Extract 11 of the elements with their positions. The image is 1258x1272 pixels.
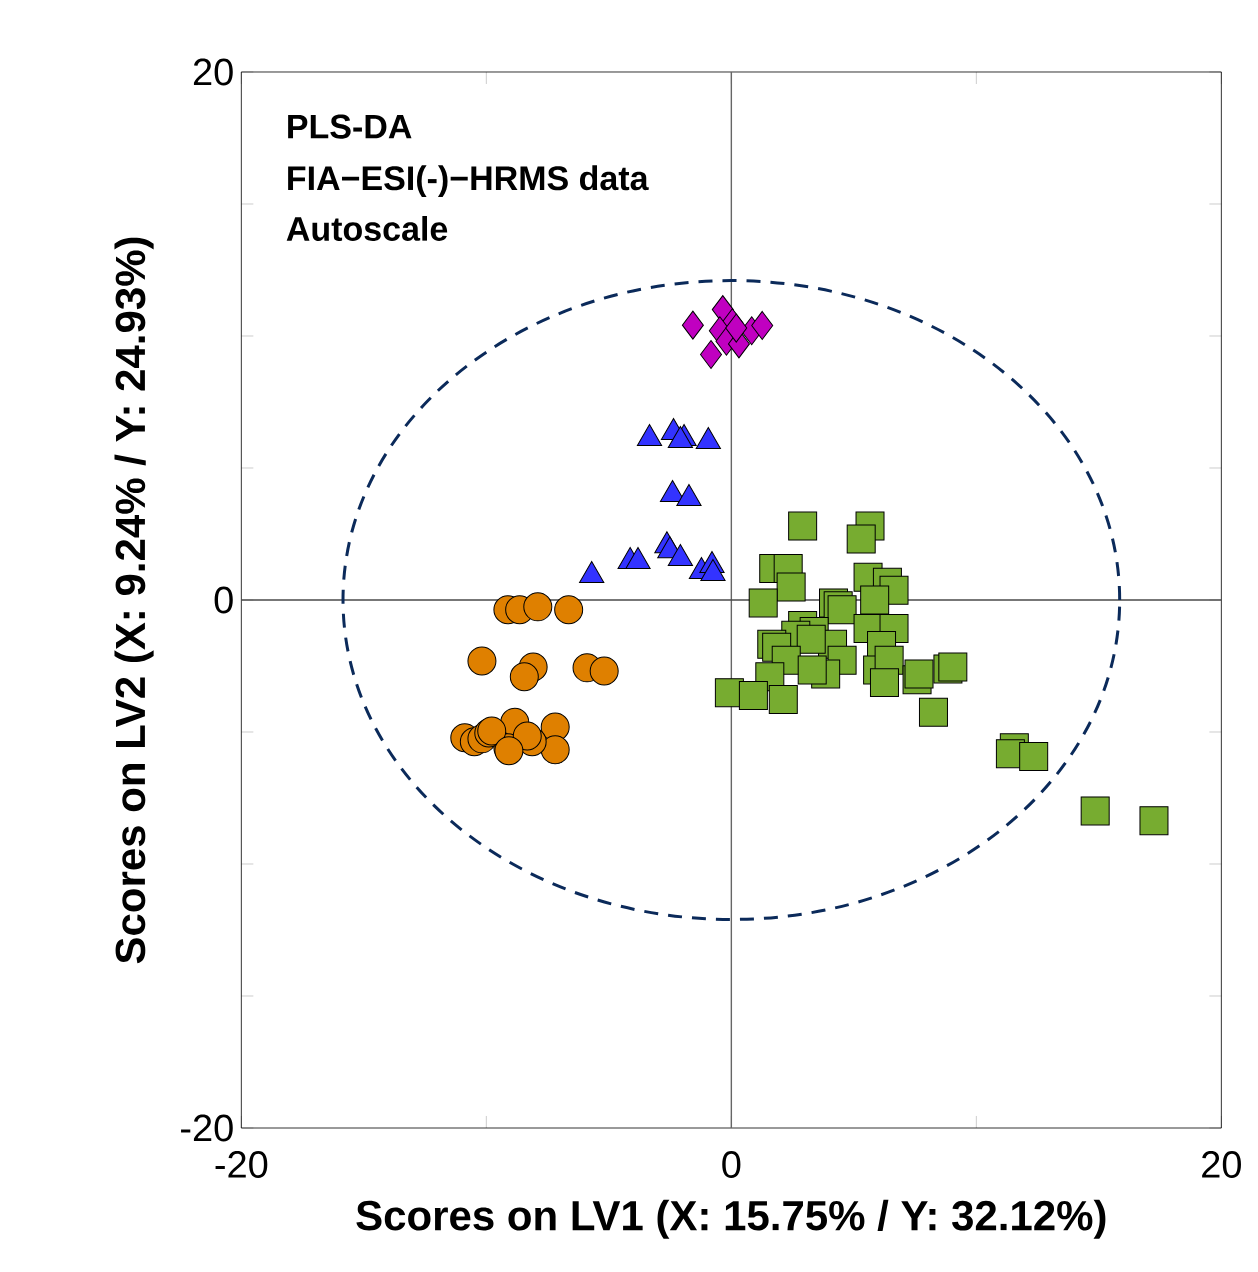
y-tick-label: 20	[193, 58, 233, 86]
annotation: Autoscale	[286, 216, 447, 241]
annotation: FIA−ESI(-)−HRMS data	[287, 165, 649, 198]
y-tick-label: 0	[214, 586, 233, 614]
x-axis-title: Scores on LV1 (X: 15.75% / Y: 32.12%)	[356, 1199, 1106, 1239]
annotation: PLS-DA	[287, 114, 412, 139]
x-tick-label: 20	[1201, 1151, 1241, 1178]
x-tick-label: 0	[722, 1151, 741, 1178]
y-axis-title: Scores on LV2 (X: 9.24% / Y: 24.93%)	[114, 237, 154, 964]
x-tick-label: -20	[215, 1151, 268, 1178]
y-tick-label: -20	[180, 1114, 233, 1142]
